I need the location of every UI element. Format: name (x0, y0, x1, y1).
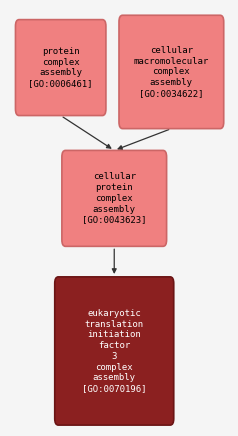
Text: cellular
protein
complex
assembly
[GO:0043623]: cellular protein complex assembly [GO:00… (82, 172, 147, 225)
Text: cellular
macromolecular
complex
assembly
[GO:0034622]: cellular macromolecular complex assembly… (134, 46, 209, 98)
FancyBboxPatch shape (15, 20, 106, 116)
FancyBboxPatch shape (55, 277, 174, 425)
FancyBboxPatch shape (62, 150, 167, 246)
FancyBboxPatch shape (119, 15, 224, 129)
Text: protein
complex
assembly
[GO:0006461]: protein complex assembly [GO:0006461] (28, 47, 93, 88)
Text: eukaryotic
translation
initiation
factor
3
complex
assembly
[GO:0070196]: eukaryotic translation initiation factor… (82, 309, 147, 393)
